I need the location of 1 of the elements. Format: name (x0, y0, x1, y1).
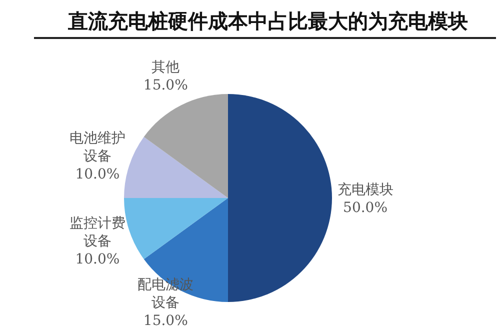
chart-title: 直流充电桩硬件成本中占比最大的为充电模块 (67, 9, 468, 33)
